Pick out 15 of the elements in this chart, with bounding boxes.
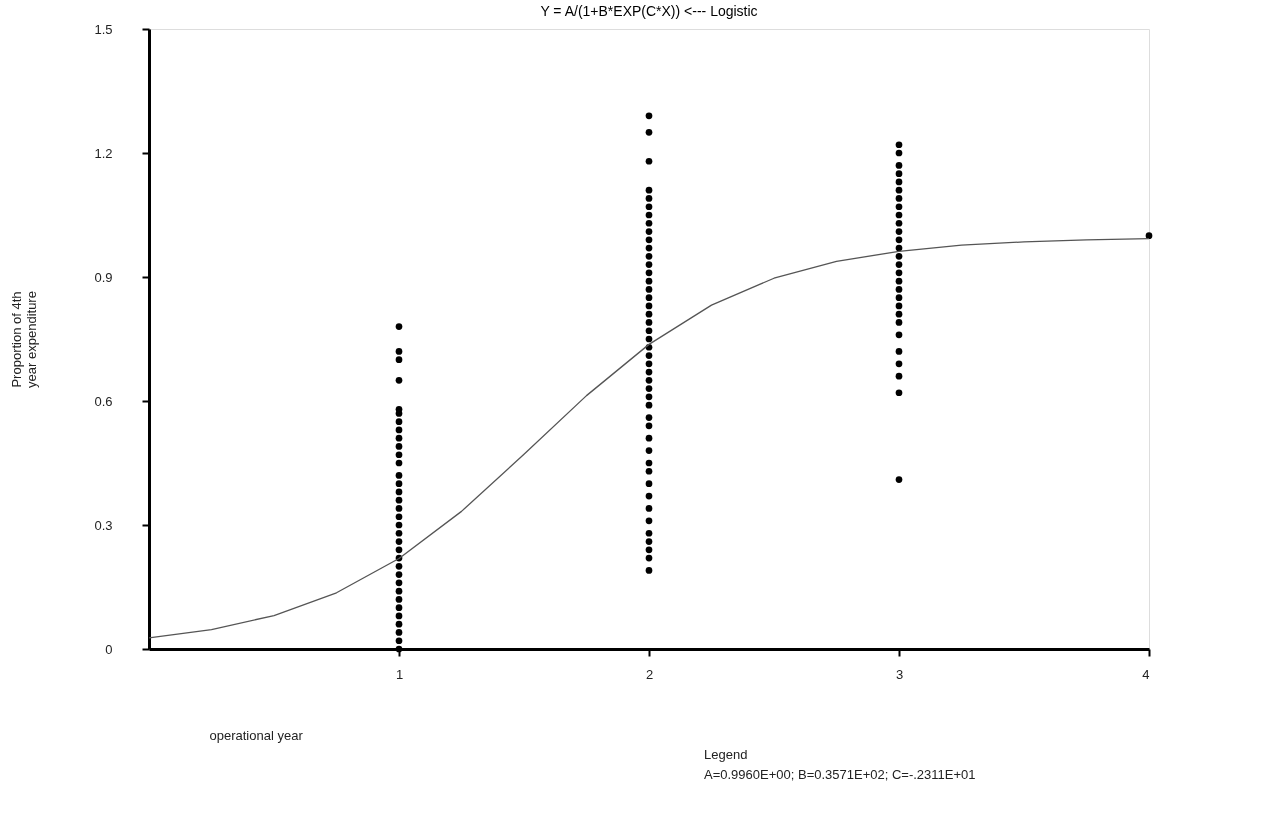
- x-tick-label: 1: [395, 666, 404, 682]
- text: Legend: [704, 747, 748, 762]
- y-tick-label: 0.3: [94, 517, 113, 533]
- chart-title: Y = A/(1+B*EXP(C*X)) <--- Logistic: [540, 3, 758, 19]
- y-tick-label: 0: [105, 641, 113, 657]
- y-tick-label: 0.6: [94, 393, 113, 409]
- y-tick-label: 0.9: [94, 269, 113, 285]
- x-tick-label: 2: [645, 666, 654, 682]
- y-axis-title: Proportion of 4th year expenditure: [9, 291, 40, 388]
- y-tick-label: 1.5: [94, 21, 113, 37]
- x-tick-label: 4: [1142, 666, 1150, 682]
- x-tick-label: 3: [895, 666, 904, 682]
- x-axis-title: operational year: [209, 727, 304, 743]
- y-tick-label: 1.2: [94, 145, 113, 161]
- text: A=0.9960E+00; B=0.3571E+02; C=-.2311E+01: [704, 767, 976, 782]
